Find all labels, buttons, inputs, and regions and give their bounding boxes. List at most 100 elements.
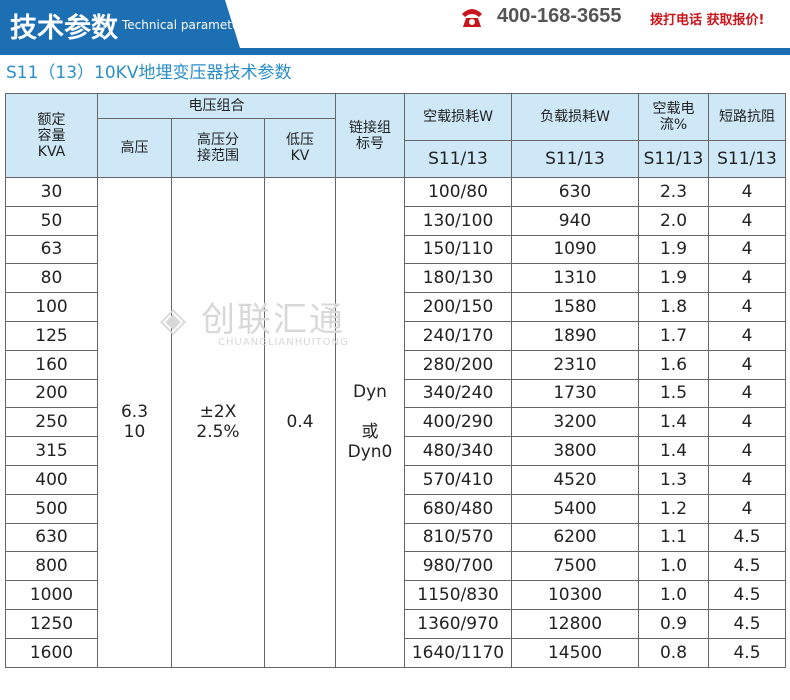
table-row: 80 180/130 1310 1.9 4: [5, 263, 786, 294]
cell-no-load-current: 1.4: [638, 407, 709, 438]
cell-no-load-current: 1.9: [638, 234, 709, 265]
cell-no-load-current: 1.1: [638, 522, 709, 553]
cell-no-load-current: 0.9: [638, 608, 709, 639]
cell-capacity: 50: [5, 205, 98, 236]
cell-impedance: 4: [708, 292, 786, 322]
cell-capacity: 630: [5, 522, 98, 553]
cell-no-load-loss: 200/150: [404, 292, 512, 322]
cell-no-load-loss: 100/80: [404, 177, 512, 207]
cell-impedance: 4: [708, 464, 786, 495]
cell-no-load-loss: 810/570: [404, 522, 512, 553]
phone-icon: [462, 9, 482, 27]
cell-capacity: 315: [5, 436, 98, 466]
cell-load-loss: 14500: [511, 637, 639, 668]
header-hv: 高压: [97, 118, 172, 178]
table-row: 63 150/110 1090 1.9 4: [5, 234, 786, 265]
cell-load-loss: 940: [511, 205, 639, 236]
header-capacity: 额定 容量 KVA: [5, 93, 98, 178]
cell-capacity: 250: [5, 407, 98, 438]
banner-bar: [0, 48, 790, 55]
cell-no-load-loss: 570/410: [404, 464, 512, 495]
cell-no-load-current: 1.4: [638, 436, 709, 466]
header-lv: 低压 KV: [264, 118, 336, 178]
cell-capacity: 125: [5, 320, 98, 351]
cell-no-load-current: 1.2: [638, 493, 709, 524]
header-series: S11/13: [708, 140, 786, 178]
cell-capacity: 1250: [5, 608, 98, 639]
cell-no-load-current: 1.7: [638, 320, 709, 351]
cell-load-loss: 630: [511, 177, 639, 207]
cell-tap-range: ±2X 2.5%: [171, 177, 265, 668]
cell-load-loss: 7500: [511, 551, 639, 582]
section-title-en: Technical parameter: [122, 18, 245, 32]
cell-load-loss: 5400: [511, 493, 639, 524]
cell-no-load-loss: 1640/1170: [404, 637, 512, 668]
cell-impedance: 4: [708, 493, 786, 524]
table-row: 1250 1360/970 12800 0.9 4.5: [5, 608, 786, 639]
watermark-logo: ◈ 创联汇通 CHUANGLIANHUITONG: [160, 300, 349, 348]
cell-no-load-current: 1.8: [638, 292, 709, 322]
page-subtitle: S11（13）10KV地埋变压器技术参数: [6, 63, 292, 83]
cell-impedance: 4: [708, 349, 786, 380]
cell-capacity: 200: [5, 378, 98, 409]
cell-load-loss: 1890: [511, 320, 639, 351]
cell-load-loss: 3800: [511, 436, 639, 466]
call-to-action: 拨打电话 获取报价!: [650, 13, 765, 28]
cell-impedance: 4: [708, 234, 786, 265]
cell-no-load-current: 1.0: [638, 551, 709, 582]
cell-hv: 6.3 10: [97, 177, 172, 668]
cell-no-load-loss: 480/340: [404, 436, 512, 466]
cell-impedance: 4.5: [708, 580, 786, 610]
banner-tab: [0, 0, 240, 48]
phone-number[interactable]: 400-168-3655: [497, 5, 622, 27]
cell-no-load-loss: 1150/830: [404, 580, 512, 610]
cell-no-load-current: 1.9: [638, 263, 709, 294]
table-row: 200 340/240 1730 1.5 4: [5, 378, 786, 409]
cell-capacity: 30: [5, 177, 98, 207]
cell-impedance: 4.5: [708, 522, 786, 553]
section-title: 技术参数: [10, 13, 118, 44]
cell-capacity: 100: [5, 292, 98, 322]
cell-load-loss: 1310: [511, 263, 639, 294]
cell-no-load-current: 1.3: [638, 464, 709, 495]
cell-lv: 0.4: [264, 177, 336, 668]
cell-no-load-current: 1.6: [638, 349, 709, 380]
cell-capacity: 63: [5, 234, 98, 265]
cell-load-loss: 1730: [511, 378, 639, 409]
cell-no-load-loss: 980/700: [404, 551, 512, 582]
cell-load-loss: 2310: [511, 349, 639, 380]
cell-impedance: 4.5: [708, 608, 786, 639]
header-series: S11/13: [638, 140, 709, 178]
cell-no-load-current: 1.5: [638, 378, 709, 409]
table-row: 125 240/170 1890 1.7 4: [5, 320, 786, 351]
cell-capacity: 800: [5, 551, 98, 582]
cell-no-load-loss: 150/110: [404, 234, 512, 265]
cell-capacity: 160: [5, 349, 98, 380]
header-vector-group: 链接组 标号: [335, 93, 405, 178]
cell-no-load-loss: 340/240: [404, 378, 512, 409]
cell-impedance: 4.5: [708, 637, 786, 668]
table-row: 500 680/480 5400 1.2 4: [5, 493, 786, 524]
cell-no-load-current: 1.0: [638, 580, 709, 610]
cell-load-loss: 1090: [511, 234, 639, 265]
header-load-loss: 负载损耗W: [511, 93, 639, 141]
table-row: 250 400/290 3200 1.4 4: [5, 407, 786, 438]
table-row: 160 280/200 2310 1.6 4: [5, 349, 786, 380]
cell-impedance: 4: [708, 263, 786, 294]
cell-load-loss: 3200: [511, 407, 639, 438]
cell-no-load-current: 0.8: [638, 637, 709, 668]
cell-capacity: 80: [5, 263, 98, 294]
table-row: 1000 1150/830 10300 1.0 4.5: [5, 580, 786, 610]
spec-table: 额定 容量 KVA 电压组合 链接组 标号 空载损耗W 负载损耗W 空载电流% …: [5, 93, 786, 668]
table-row: 1600 1640/1170 14500 0.8 4.5: [5, 637, 786, 668]
cell-capacity: 400: [5, 464, 98, 495]
cell-impedance: 4: [708, 177, 786, 207]
cell-impedance: 4: [708, 205, 786, 236]
cell-no-load-loss: 680/480: [404, 493, 512, 524]
cell-capacity: 1000: [5, 580, 98, 610]
table-row: 630 810/570 6200 1.1 4.5: [5, 522, 786, 553]
cell-vector-group: Dyn 或 Dyn0: [335, 177, 405, 668]
cell-load-loss: 1580: [511, 292, 639, 322]
section-banner: 技术参数 Technical parameter 400-168-3655 拨打…: [0, 0, 790, 56]
cell-impedance: 4: [708, 320, 786, 351]
